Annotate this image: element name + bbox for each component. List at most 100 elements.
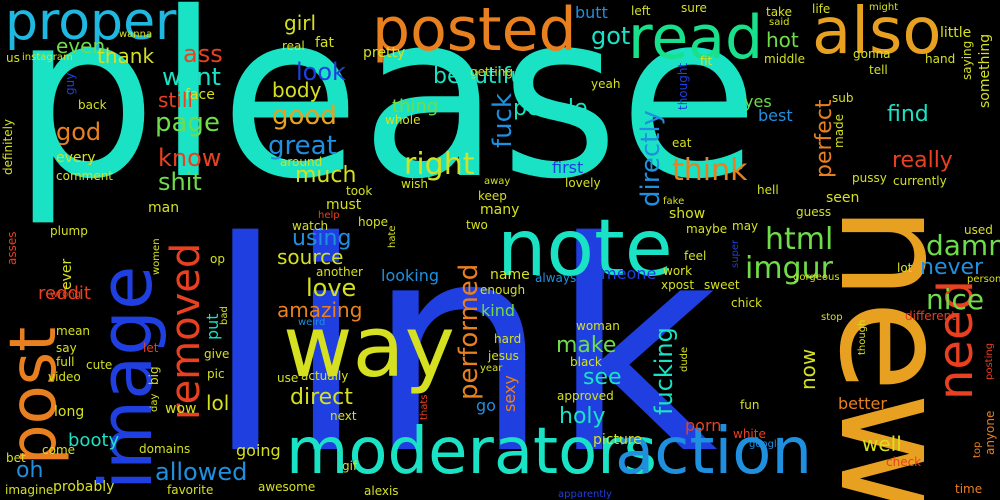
word-left: left <box>631 4 651 18</box>
word-reddit: reddit <box>38 283 91 304</box>
word-best: best <box>758 106 793 125</box>
word-great: great <box>268 131 337 161</box>
word-picture: picture <box>593 432 642 448</box>
word-go: go <box>476 396 496 415</box>
word-currently: currently <box>893 174 947 188</box>
word-porn: porn <box>685 416 722 435</box>
word-many: many <box>480 202 520 218</box>
word-way: way <box>283 298 455 397</box>
word-name: name <box>490 267 530 283</box>
word-got: got <box>591 22 631 50</box>
word-maybe: maybe <box>686 222 728 236</box>
word-awesome: awesome <box>258 480 316 494</box>
word-nice: nice <box>926 283 985 316</box>
word-full: full <box>56 355 75 369</box>
word-feel: feel <box>684 249 707 263</box>
word-sweet: sweet <box>704 278 740 292</box>
word-shit: shit <box>158 168 202 196</box>
word-used: used <box>964 223 993 237</box>
word-day: day <box>149 393 160 412</box>
word-first: first <box>552 158 584 177</box>
word-look: look <box>296 58 346 86</box>
word-next: next <box>330 409 357 423</box>
word-long: long <box>54 404 85 420</box>
word-page: page <box>155 108 220 138</box>
word-us: us <box>6 51 20 65</box>
word-hope: hope <box>358 215 388 229</box>
word-thought: thought <box>676 62 690 110</box>
word-using: using <box>292 226 352 251</box>
word-middle: middle <box>764 52 805 66</box>
word-think: think <box>672 153 748 188</box>
word-girl: girl <box>284 11 317 35</box>
word-imagine: imagine <box>5 483 54 497</box>
word-proper: proper <box>5 0 177 52</box>
word-dude: dude <box>679 346 690 372</box>
word-fucking: fucking <box>650 327 678 415</box>
word-hard: hard <box>494 332 522 346</box>
word-white: white <box>733 427 766 441</box>
word-comment: comment <box>56 169 114 183</box>
word-hot: hot <box>766 28 799 52</box>
word-time: time <box>955 482 983 496</box>
word-stop: stop <box>821 312 843 323</box>
word-video: video <box>48 370 81 384</box>
word-now: now <box>796 348 820 390</box>
word-know: know <box>158 144 222 172</box>
word-back: back <box>78 98 107 112</box>
word-even: even <box>56 34 106 58</box>
word-woman: woman <box>576 319 620 333</box>
word-see: see <box>583 365 622 390</box>
word-different: different <box>905 309 956 323</box>
word-make: make <box>556 333 617 358</box>
word-really: really <box>892 148 953 173</box>
word-definitely: definitely <box>1 118 15 175</box>
word-give: give <box>204 347 230 361</box>
word-imgur: imgur <box>745 251 833 286</box>
word-black: black <box>570 355 602 369</box>
word-fit: fit <box>700 54 713 68</box>
word-actually: actually <box>301 369 349 383</box>
word-damn: damn <box>926 229 1000 262</box>
word-say: say <box>56 341 77 355</box>
word-apparently: apparently <box>558 489 612 500</box>
word-probably: probably <box>53 479 115 495</box>
word-beautiful: beautiful <box>433 64 531 89</box>
word-want: want <box>162 63 221 91</box>
word-check: check <box>886 455 922 469</box>
word-much: much <box>295 163 357 188</box>
word-another: another <box>316 265 363 279</box>
word-watch: watch <box>292 219 329 233</box>
word-show: show <box>669 206 706 222</box>
word-hand: hand <box>925 52 956 66</box>
word-amazing: amazing <box>277 298 363 322</box>
word-ass: ass <box>183 40 223 68</box>
word-still: still <box>158 88 193 112</box>
word-note: note <box>497 204 673 294</box>
word-around: around <box>280 155 323 169</box>
word-hell: hell <box>757 183 779 197</box>
word-use: use <box>277 371 299 385</box>
word-right: right <box>404 147 475 182</box>
word-body: body <box>272 78 322 102</box>
word-op: op <box>210 252 225 266</box>
word-mean: mean <box>56 324 91 338</box>
word-guess: guess <box>796 205 832 219</box>
word-little: little <box>940 25 972 41</box>
word-every: every <box>56 150 96 166</box>
word-pretty: pretty <box>363 45 406 61</box>
word-instagram: instagram <box>22 52 73 63</box>
word-eat: eat <box>672 136 692 150</box>
word-anyone: anyone <box>983 410 997 455</box>
word-keep: keep <box>478 189 507 203</box>
word-also: also <box>812 0 942 69</box>
word-google: google <box>749 439 783 450</box>
word-gorgeous: gorgeous <box>793 272 840 283</box>
word-took: took <box>346 184 373 198</box>
word-posting: posting <box>984 342 995 380</box>
word-bet: bet <box>6 451 26 465</box>
word-something: something <box>977 33 993 108</box>
word-gif: gif <box>342 459 358 473</box>
word-women: women <box>151 238 162 275</box>
word-moderators: moderators <box>286 415 657 489</box>
